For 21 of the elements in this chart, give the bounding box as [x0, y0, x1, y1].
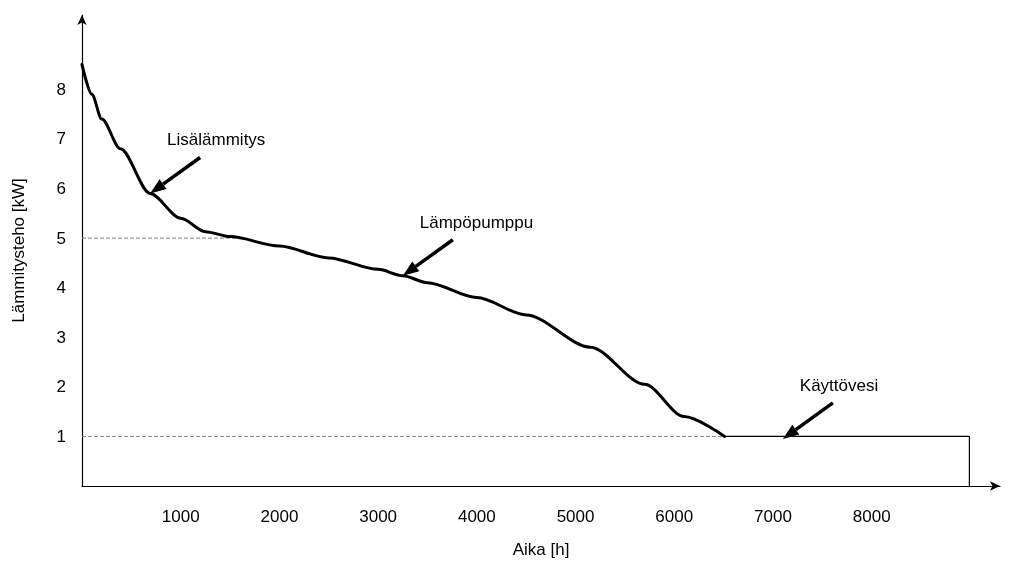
y-tick-label: 2	[56, 377, 66, 397]
y-axis-title: Lämmitysteho [kW]	[9, 178, 28, 323]
x-tick-label: 3000	[359, 507, 398, 526]
y-tick-label: 3	[56, 327, 66, 347]
x-tick-label: 1000	[161, 507, 200, 526]
y-tick-label: 8	[56, 79, 66, 99]
x-tick-label: 7000	[754, 507, 792, 526]
x-tick-label: 6000	[655, 507, 694, 526]
annotation: Käyttövesi	[799, 375, 879, 395]
y-tick-label: 6	[56, 179, 66, 199]
x-tick-label: 8000	[852, 507, 891, 526]
x-tick-label: 4000	[457, 507, 496, 526]
y-tick-label: 7	[56, 129, 66, 149]
annotation: Lämpöpumppu	[419, 212, 534, 232]
x-axis-title: Aika [h]	[512, 540, 570, 559]
y-tick-label: 4	[56, 278, 66, 298]
y-tick-label: 5	[56, 228, 66, 248]
annotation: Lisälämmitys	[167, 130, 266, 150]
x-tick-label: 5000	[556, 507, 595, 526]
x-tick-label: 2000	[260, 507, 299, 526]
y-tick-label: 1	[56, 426, 66, 446]
